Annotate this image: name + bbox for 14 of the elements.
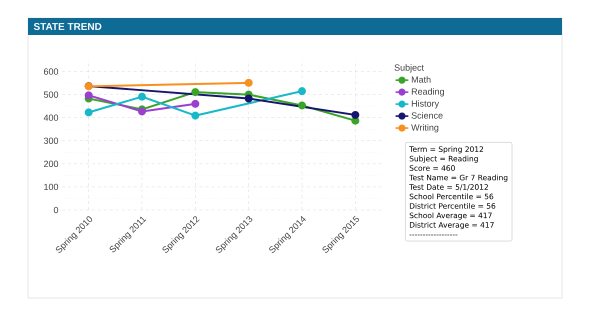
y-tick-label: 400 <box>44 114 58 121</box>
legend-label: Science <box>412 112 443 119</box>
chart-title: STATE TREND <box>34 22 102 30</box>
y-tick-label: 300 <box>44 138 58 144</box>
legend-label: Reading <box>412 88 444 96</box>
y-tick-label: 600 <box>44 68 58 75</box>
y-tick-label: 0 <box>54 206 58 214</box>
y-tick-label: 200 <box>44 160 58 168</box>
legend-label: Writing <box>411 124 438 132</box>
legend-label: History <box>412 100 440 108</box>
y-tick-label: 100 <box>44 184 58 190</box>
legend-title: Subject <box>394 64 424 73</box>
y-tick-label: 500 <box>44 91 58 98</box>
legend-label: Math <box>412 76 430 83</box>
